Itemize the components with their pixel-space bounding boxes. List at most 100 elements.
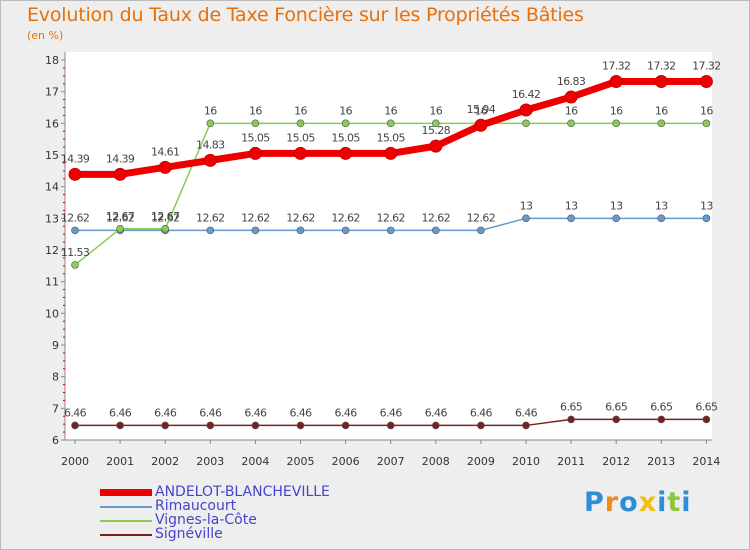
- data-label: 12.62: [151, 211, 180, 224]
- data-point: [567, 415, 575, 424]
- logo-letter: r: [604, 487, 620, 518]
- legend-label: Rimaucourt: [155, 498, 237, 514]
- data-point: [657, 214, 666, 223]
- data-label: 15.05: [376, 131, 405, 144]
- data-label: 6.65: [650, 400, 673, 413]
- y-tick-label: 13: [45, 212, 59, 225]
- data-label: 16: [339, 104, 352, 117]
- data-point: [68, 167, 82, 181]
- data-label: 6.46: [515, 406, 538, 419]
- data-label: 6.46: [470, 406, 493, 419]
- data-point: [386, 226, 395, 235]
- data-point: [296, 421, 305, 430]
- data-label: 12.62: [422, 211, 451, 224]
- data-point: [203, 153, 217, 167]
- x-tick-label: 2004: [241, 455, 269, 468]
- data-point: [71, 421, 79, 430]
- data-label: 17.32: [602, 60, 631, 73]
- data-point: [429, 139, 443, 153]
- x-tick-label: 2000: [61, 455, 89, 468]
- data-point: [431, 421, 440, 430]
- data-point: [251, 119, 260, 128]
- data-point: [431, 119, 440, 128]
- data-point: [431, 226, 440, 235]
- data-label: 12.62: [106, 211, 135, 224]
- data-label: 16: [384, 104, 397, 117]
- data-label: 12.62: [196, 211, 225, 224]
- y-tick-label: 12: [45, 244, 59, 257]
- data-label: 6.65: [605, 400, 628, 413]
- data-point: [564, 90, 578, 104]
- data-point: [702, 119, 711, 128]
- data-point: [386, 421, 395, 430]
- y-tick-label: 8: [52, 371, 59, 384]
- x-tick-label: 2014: [692, 455, 720, 468]
- data-label: 6.46: [335, 406, 358, 419]
- data-label: 6.46: [154, 406, 177, 419]
- data-point: [206, 119, 215, 128]
- data-label: 6.65: [560, 400, 583, 413]
- data-point: [206, 421, 215, 430]
- data-label: 12.67: [106, 210, 135, 223]
- data-label: 17.32: [647, 60, 676, 73]
- logo-letter: t: [667, 487, 682, 518]
- data-point: [609, 75, 623, 89]
- data-point: [341, 226, 350, 235]
- data-label: 15.05: [331, 131, 360, 144]
- data-point: [248, 146, 262, 160]
- data-point: [339, 146, 353, 160]
- data-point: [522, 119, 530, 128]
- data-label: 13: [700, 199, 713, 212]
- data-label: 6.46: [425, 406, 448, 419]
- data-label: 16: [249, 104, 262, 117]
- data-label: 15.05: [286, 131, 315, 144]
- data-point: [567, 214, 575, 223]
- data-point: [567, 119, 575, 128]
- data-label: 15.94: [467, 103, 496, 116]
- logo-letter: P: [584, 487, 605, 518]
- data-label: 13: [565, 199, 578, 212]
- x-tick-label: 2009: [467, 455, 495, 468]
- data-point: [522, 421, 530, 430]
- x-tick-label: 2006: [332, 455, 360, 468]
- data-point: [71, 226, 79, 235]
- data-point: [477, 421, 485, 430]
- x-tick-label: 2013: [647, 455, 675, 468]
- x-tick-label: 2007: [377, 455, 405, 468]
- y-tick-label: 16: [45, 117, 59, 130]
- data-label: 14.39: [61, 152, 90, 165]
- data-label: 15.05: [241, 131, 270, 144]
- data-point: [612, 415, 621, 424]
- data-label: 16.83: [557, 75, 586, 88]
- data-label: 16: [474, 104, 487, 117]
- data-label: 16.42: [512, 88, 541, 101]
- x-tick-label: 2010: [512, 455, 540, 468]
- y-tick-label: 9: [52, 339, 59, 352]
- data-point: [294, 146, 307, 160]
- data-point: [474, 118, 488, 132]
- legend-swatch: [100, 520, 152, 522]
- data-label: 6.46: [244, 406, 267, 419]
- data-point: [116, 421, 124, 430]
- legend-swatch: [100, 506, 152, 508]
- data-point: [206, 226, 215, 235]
- data-label: 14.83: [196, 138, 225, 151]
- data-label: 6.65: [695, 400, 718, 413]
- x-tick-label: 2005: [287, 455, 315, 468]
- data-point: [386, 119, 395, 128]
- y-tick-label: 7: [52, 402, 59, 415]
- legend-swatch: [100, 534, 152, 536]
- data-point: [612, 214, 621, 223]
- data-point: [251, 226, 260, 235]
- data-label: 15.28: [422, 124, 451, 137]
- data-label: 16: [655, 104, 668, 117]
- y-tick-label: 6: [52, 434, 59, 447]
- chart-title: Evolution du Taux de Taxe Foncière sur l…: [27, 4, 584, 26]
- proxiti-logo: Proxiti: [584, 487, 692, 518]
- x-tick-label: 2001: [106, 455, 134, 468]
- data-point: [702, 415, 711, 424]
- data-point: [161, 421, 169, 430]
- data-label: 6.46: [109, 406, 132, 419]
- x-tick-label: 2008: [422, 455, 450, 468]
